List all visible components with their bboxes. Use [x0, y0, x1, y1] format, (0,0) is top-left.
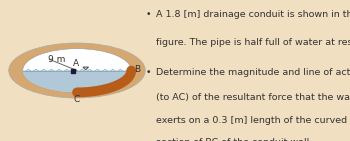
Text: (to AC) of the resultant force that the water: (to AC) of the resultant force that the …	[156, 93, 350, 102]
Text: A: A	[72, 59, 79, 68]
Circle shape	[23, 49, 131, 92]
Circle shape	[9, 43, 145, 98]
Text: figure. The pipe is half full of water at rest.: figure. The pipe is half full of water a…	[156, 38, 350, 47]
Text: section of BC of the conduit wall.: section of BC of the conduit wall.	[156, 138, 312, 141]
FancyBboxPatch shape	[2, 40, 152, 101]
Text: •: •	[145, 10, 151, 19]
Polygon shape	[23, 70, 131, 92]
Text: exerts on a 0.3 [m] length of the curved: exerts on a 0.3 [m] length of the curved	[156, 116, 347, 125]
Text: 9 m: 9 m	[49, 55, 66, 64]
Text: •: •	[145, 68, 151, 77]
Text: B: B	[134, 65, 140, 74]
Text: Determine the magnitude and line of action: Determine the magnitude and line of acti…	[156, 68, 350, 77]
Text: C: C	[74, 95, 80, 104]
Text: A 1.8 [m] drainage conduit is shown in the: A 1.8 [m] drainage conduit is shown in t…	[156, 10, 350, 19]
